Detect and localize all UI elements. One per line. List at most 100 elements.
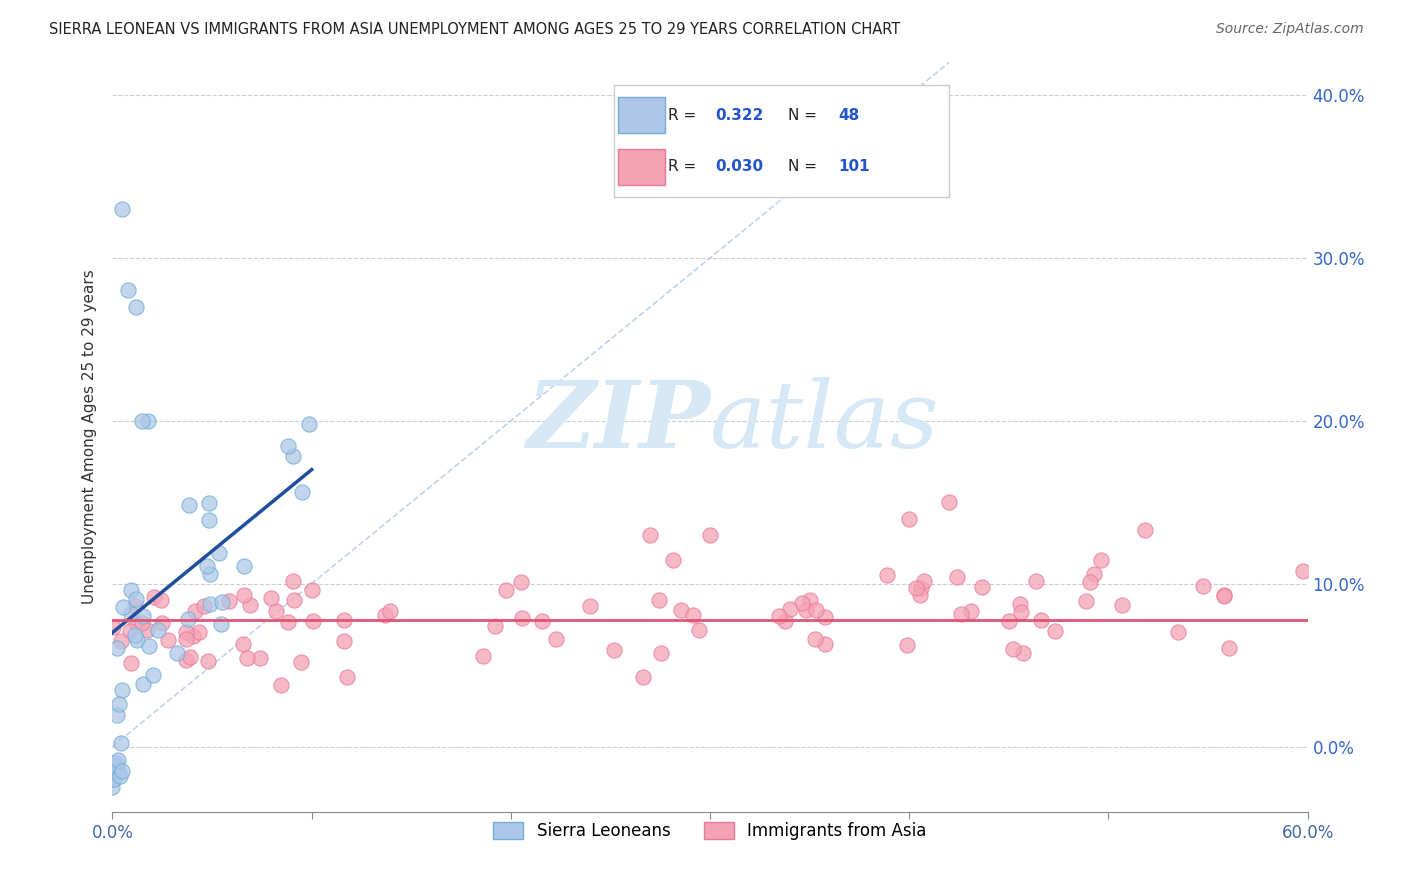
Point xyxy=(1083,567,1105,582)
Point xyxy=(896,638,918,652)
Point xyxy=(117,284,139,298)
Point xyxy=(124,616,146,631)
Point xyxy=(544,632,567,647)
Point xyxy=(120,582,142,597)
Point xyxy=(804,603,827,617)
Point xyxy=(650,646,672,660)
Point xyxy=(374,608,396,623)
Point xyxy=(131,414,153,428)
Point xyxy=(1212,589,1234,603)
Point xyxy=(949,607,972,621)
Point xyxy=(495,582,517,597)
Point xyxy=(157,633,180,648)
Point xyxy=(131,615,153,630)
Point xyxy=(146,624,169,638)
Point xyxy=(1218,640,1240,655)
Point xyxy=(232,637,254,651)
Point xyxy=(910,588,932,602)
Point xyxy=(195,558,218,573)
Point xyxy=(794,603,817,617)
Point xyxy=(209,617,232,632)
Point xyxy=(110,769,132,783)
Text: SIERRA LEONEAN VS IMMIGRANTS FROM ASIA UNEMPLOYMENT AMONG AGES 25 TO 29 YEARS CO: SIERRA LEONEAN VS IMMIGRANTS FROM ASIA U… xyxy=(49,22,900,37)
Point xyxy=(1192,579,1215,593)
Point xyxy=(768,608,790,623)
Point xyxy=(107,697,129,711)
Point xyxy=(184,604,207,618)
Point xyxy=(105,759,128,773)
Point xyxy=(898,511,921,525)
Point xyxy=(333,634,356,648)
Point xyxy=(779,602,801,616)
Point xyxy=(266,604,288,618)
Point xyxy=(799,592,821,607)
Point xyxy=(107,764,129,778)
Y-axis label: Unemployment Among Ages 25 to 29 years: Unemployment Among Ages 25 to 29 years xyxy=(82,269,97,605)
Point xyxy=(484,619,506,633)
Point xyxy=(773,615,796,629)
Point xyxy=(283,592,305,607)
Point xyxy=(111,682,134,697)
Point xyxy=(510,574,533,589)
Point xyxy=(174,653,197,667)
Point xyxy=(602,643,624,657)
Point xyxy=(1133,524,1156,538)
Point xyxy=(138,414,160,428)
Point xyxy=(177,612,200,626)
Point xyxy=(105,640,128,655)
Point xyxy=(132,676,155,690)
Point xyxy=(1043,624,1066,639)
Point xyxy=(910,582,932,596)
Point xyxy=(105,756,128,770)
Point xyxy=(472,649,495,664)
Point xyxy=(662,552,685,566)
Point xyxy=(232,588,254,602)
Point xyxy=(125,632,148,647)
Point xyxy=(174,625,197,640)
Point xyxy=(124,628,146,642)
Point xyxy=(699,528,721,542)
Point xyxy=(1292,564,1315,578)
Point xyxy=(960,604,983,618)
Point xyxy=(1008,598,1031,612)
Point xyxy=(790,596,813,610)
Point xyxy=(260,591,283,606)
Point xyxy=(1090,553,1112,567)
Point xyxy=(198,597,221,611)
Point xyxy=(233,558,256,573)
Point xyxy=(103,764,125,778)
Point xyxy=(136,623,159,637)
Point xyxy=(149,593,172,607)
Point xyxy=(1025,574,1047,589)
Point xyxy=(101,780,124,795)
Point xyxy=(1167,624,1189,639)
Point xyxy=(218,594,240,608)
Point xyxy=(118,624,141,639)
Point xyxy=(281,449,304,463)
Point xyxy=(270,678,292,692)
Point xyxy=(107,753,129,767)
Point xyxy=(914,574,936,588)
Point xyxy=(804,632,827,647)
Point xyxy=(174,632,197,646)
Point xyxy=(181,629,204,643)
Point xyxy=(239,598,262,612)
Point xyxy=(1074,593,1097,607)
Point xyxy=(938,495,960,509)
Point xyxy=(579,599,602,614)
Point xyxy=(197,654,219,668)
Point xyxy=(1031,613,1053,627)
Point xyxy=(1111,598,1133,612)
Point xyxy=(814,637,837,651)
Point xyxy=(814,610,837,624)
Point xyxy=(125,300,148,314)
Point xyxy=(669,603,692,617)
Point xyxy=(120,656,142,670)
Point xyxy=(631,670,654,684)
Point xyxy=(179,649,201,664)
Point xyxy=(132,609,155,624)
Point xyxy=(301,582,323,597)
Point xyxy=(510,611,533,625)
Point xyxy=(111,764,134,778)
Point xyxy=(110,634,132,648)
